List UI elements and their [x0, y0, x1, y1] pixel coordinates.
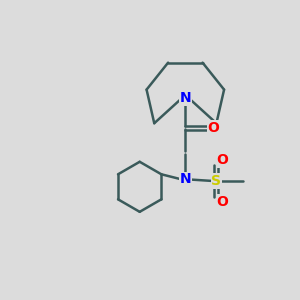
Text: N: N [179, 172, 191, 186]
Text: S: S [211, 174, 221, 188]
Text: N: N [179, 92, 191, 106]
Text: O: O [216, 153, 228, 167]
Text: O: O [207, 121, 219, 135]
Text: O: O [216, 194, 228, 208]
